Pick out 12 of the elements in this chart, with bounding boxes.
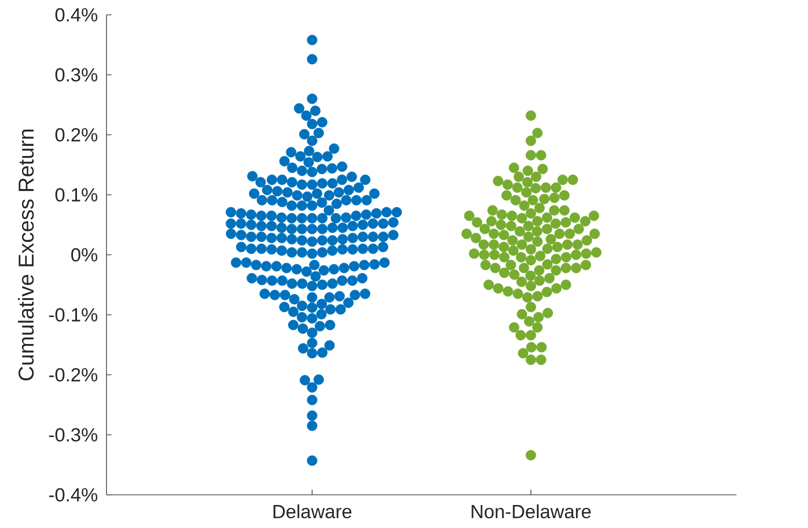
y-tick-label: -0.1% — [49, 308, 98, 322]
x-tick-label: Non-Delaware — [472, 504, 591, 518]
y-tick-label: 0.1% — [55, 188, 98, 202]
y-tick-label: 0.4% — [55, 8, 98, 22]
y-tick-label: 0.3% — [55, 68, 98, 82]
y-tick-label: 0% — [71, 248, 98, 262]
y-axis-title: Cumulative Excess Return — [18, 130, 34, 380]
y-tick-label: -0.2% — [49, 368, 98, 382]
y-tick-label: -0.4% — [49, 488, 98, 502]
y-tick-label: -0.3% — [49, 428, 98, 442]
x-tick-label: Delaware — [274, 504, 352, 518]
y-tick-label: 0.2% — [55, 128, 98, 142]
